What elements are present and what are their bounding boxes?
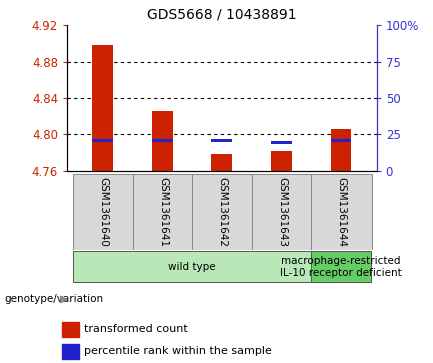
Text: wild type: wild type — [168, 262, 216, 272]
Bar — [211, 139, 233, 142]
Bar — [152, 111, 173, 171]
Bar — [271, 151, 292, 171]
Bar — [330, 139, 352, 142]
Text: GSM1361642: GSM1361642 — [217, 176, 227, 246]
Bar — [330, 129, 352, 171]
Text: GSM1361644: GSM1361644 — [336, 176, 346, 246]
Text: genotype/variation: genotype/variation — [4, 294, 103, 305]
Bar — [132, 174, 194, 250]
Bar — [73, 251, 311, 282]
Text: transformed count: transformed count — [84, 324, 188, 334]
Text: percentile rank within the sample: percentile rank within the sample — [84, 346, 272, 356]
Bar — [62, 322, 79, 337]
Title: GDS5668 / 10438891: GDS5668 / 10438891 — [147, 8, 297, 21]
Bar — [271, 141, 292, 144]
Text: GSM1361640: GSM1361640 — [98, 176, 108, 246]
Bar — [62, 344, 79, 359]
Bar — [192, 174, 253, 250]
Text: macrophage-restricted
IL-10 receptor deficient: macrophage-restricted IL-10 receptor def… — [280, 256, 402, 278]
Bar — [211, 154, 233, 171]
Bar — [92, 139, 113, 142]
Bar — [73, 174, 134, 250]
Text: GSM1361643: GSM1361643 — [277, 176, 287, 246]
Bar — [92, 45, 113, 171]
Bar — [252, 174, 313, 250]
Text: GSM1361641: GSM1361641 — [158, 176, 168, 246]
Bar — [152, 139, 173, 142]
Bar — [311, 251, 371, 282]
Bar — [311, 174, 372, 250]
